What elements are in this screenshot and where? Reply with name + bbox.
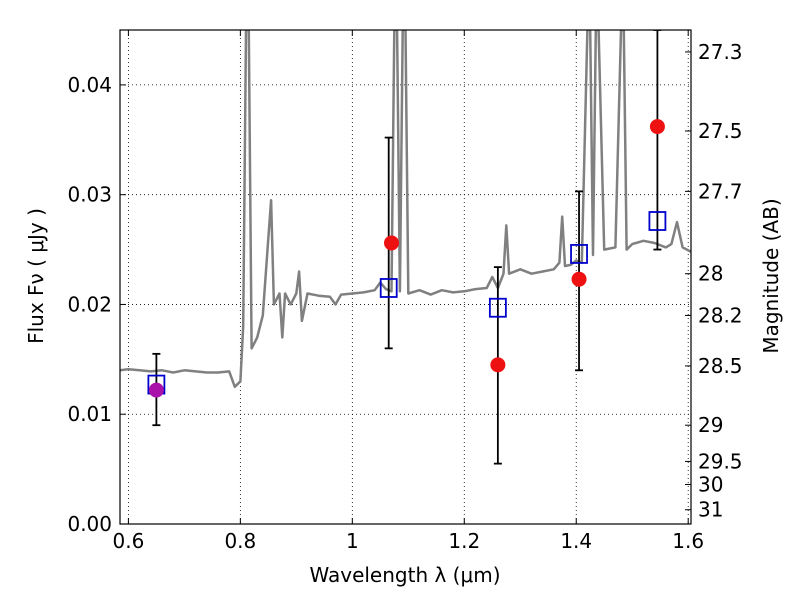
y-tick-label: 0.00 bbox=[67, 512, 112, 536]
right-tick-label: 28 bbox=[698, 262, 723, 286]
x-tick-label: 1.4 bbox=[560, 529, 592, 553]
circle-marker bbox=[148, 382, 164, 398]
y-tick-label: 0.03 bbox=[67, 183, 112, 207]
x-axis-label: Wavelength λ (μm) bbox=[309, 563, 500, 587]
plot-frame bbox=[119, 29, 692, 525]
y-tick-label: 0.04 bbox=[67, 73, 112, 97]
right-tick-label: 28.2 bbox=[698, 303, 743, 327]
right-tick-label: 29 bbox=[698, 413, 723, 437]
x-tick-label: 1.2 bbox=[448, 529, 480, 553]
square-marker bbox=[570, 244, 588, 264]
right-tick-label: 28.5 bbox=[698, 354, 743, 378]
x-tick-label: 1.6 bbox=[672, 529, 704, 553]
y-axis-label: Flux Fν ( μJy ) bbox=[24, 208, 48, 344]
circle-marker bbox=[384, 235, 400, 251]
x-tick-label: 0.8 bbox=[224, 529, 256, 553]
right-axis-label: Magnitude (AB) bbox=[759, 198, 783, 353]
x-tick-label: 0.6 bbox=[112, 529, 144, 553]
square-marker bbox=[488, 297, 507, 318]
spectrum bbox=[120, 30, 691, 389]
y-axis-ticks: 0.00 0.01 0.02 0.03 0.04 bbox=[67, 73, 126, 536]
circle-markers bbox=[148, 119, 665, 398]
right-tick-label: 30 bbox=[698, 472, 723, 496]
right-tick-label: 31 bbox=[698, 498, 723, 522]
right-tick-label: 27.5 bbox=[698, 119, 743, 143]
circle-marker bbox=[649, 119, 665, 135]
y-tick-label: 0.02 bbox=[67, 292, 112, 316]
y-tick-label: 0.01 bbox=[67, 402, 112, 426]
circle-marker bbox=[490, 357, 506, 373]
square-marker bbox=[648, 211, 667, 231]
spectrum-line bbox=[120, 30, 691, 389]
x-axis-ticks: 0.6 0.8 1 1.2 1.4 1.6 bbox=[112, 30, 704, 553]
right-tick-label: 29.5 bbox=[698, 449, 743, 473]
right-tick-label: 27.7 bbox=[698, 179, 743, 203]
x-tick-label: 1 bbox=[346, 529, 359, 553]
square-marker bbox=[379, 278, 398, 298]
right-tick-label: 27.3 bbox=[698, 40, 743, 64]
circle-marker bbox=[571, 271, 587, 287]
square-markers bbox=[147, 211, 667, 395]
